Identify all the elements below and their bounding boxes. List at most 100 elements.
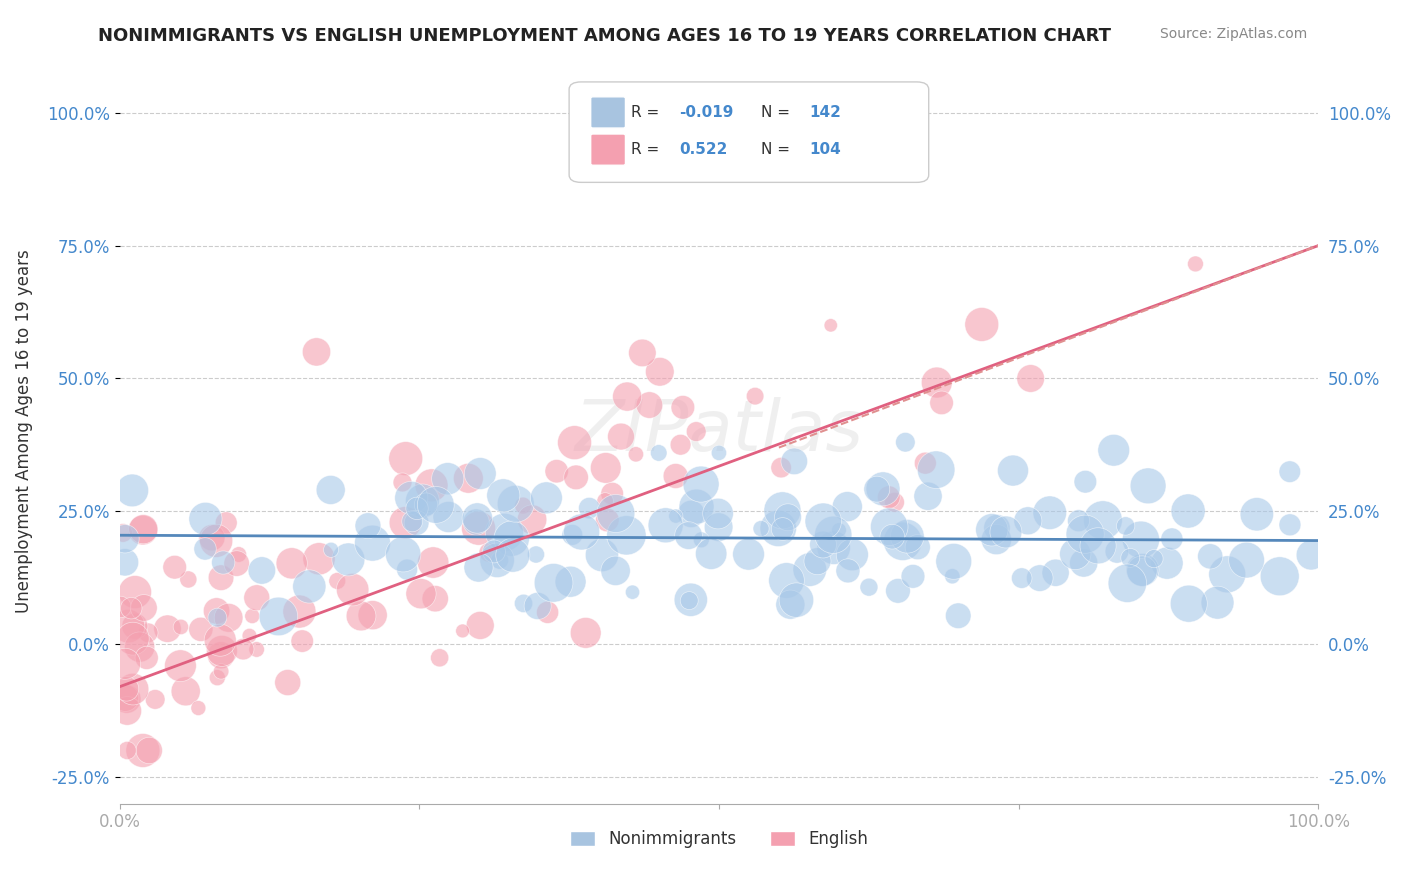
Point bbox=[250, 564, 273, 578]
Point bbox=[690, 477, 713, 491]
Point bbox=[467, 560, 489, 574]
Point bbox=[177, 573, 200, 587]
Text: -0.019: -0.019 bbox=[679, 105, 734, 120]
Point bbox=[194, 541, 217, 556]
Point bbox=[342, 582, 364, 597]
Point bbox=[337, 552, 360, 566]
Point bbox=[132, 522, 155, 536]
Point bbox=[593, 494, 616, 508]
Point bbox=[1161, 532, 1184, 546]
Point bbox=[776, 510, 799, 524]
Point bbox=[288, 605, 311, 619]
Point bbox=[1143, 551, 1166, 566]
Text: 142: 142 bbox=[808, 105, 841, 120]
Point bbox=[770, 460, 793, 475]
Point bbox=[114, 690, 136, 705]
Point bbox=[451, 624, 474, 638]
Point bbox=[685, 425, 707, 439]
Point bbox=[232, 642, 254, 657]
Point bbox=[837, 500, 859, 514]
Point bbox=[1137, 479, 1160, 493]
Point bbox=[672, 401, 695, 415]
Point bbox=[1039, 506, 1062, 520]
Point bbox=[425, 591, 447, 606]
Point bbox=[228, 548, 250, 562]
Point bbox=[115, 681, 138, 696]
Point bbox=[858, 580, 880, 594]
Point bbox=[512, 596, 534, 610]
Point bbox=[465, 515, 488, 529]
Point bbox=[823, 528, 845, 542]
Point bbox=[163, 560, 186, 574]
Point bbox=[986, 521, 1008, 535]
Point bbox=[114, 532, 136, 546]
Point bbox=[605, 507, 627, 521]
Point bbox=[394, 516, 416, 530]
Point bbox=[492, 488, 515, 502]
Point bbox=[624, 447, 647, 461]
Point bbox=[170, 620, 193, 634]
Point bbox=[209, 571, 232, 585]
Point bbox=[486, 553, 509, 567]
Point bbox=[596, 513, 619, 527]
Point bbox=[872, 482, 894, 496]
Point bbox=[560, 574, 582, 589]
Point bbox=[887, 583, 910, 598]
Point bbox=[240, 609, 263, 624]
Point bbox=[392, 547, 415, 561]
Point bbox=[877, 490, 900, 504]
Point bbox=[1236, 553, 1258, 567]
Point bbox=[917, 489, 939, 503]
Point bbox=[638, 398, 661, 412]
Point bbox=[205, 604, 228, 618]
Point bbox=[298, 579, 321, 593]
Point bbox=[194, 512, 217, 526]
Point bbox=[505, 497, 527, 511]
Point bbox=[785, 593, 807, 607]
FancyBboxPatch shape bbox=[591, 97, 626, 128]
Point bbox=[215, 516, 238, 530]
Point bbox=[326, 574, 349, 588]
Point bbox=[575, 625, 598, 640]
Point bbox=[891, 534, 914, 549]
Point bbox=[610, 429, 633, 443]
Text: N =: N = bbox=[761, 142, 794, 157]
Point bbox=[128, 640, 150, 654]
Point bbox=[600, 486, 623, 500]
Text: Source: ZipAtlas.com: Source: ZipAtlas.com bbox=[1160, 27, 1308, 41]
Point bbox=[1064, 547, 1087, 561]
Point bbox=[536, 605, 558, 619]
Point bbox=[1105, 544, 1128, 558]
Point bbox=[211, 644, 233, 658]
Point bbox=[828, 523, 851, 537]
Text: ZIPatlas: ZIPatlas bbox=[575, 397, 863, 467]
Point bbox=[115, 704, 138, 718]
Point bbox=[1067, 514, 1090, 528]
Point bbox=[319, 542, 342, 557]
Point bbox=[406, 501, 429, 516]
Point bbox=[280, 557, 302, 571]
Text: N =: N = bbox=[761, 105, 794, 120]
Point bbox=[120, 601, 142, 615]
Point bbox=[494, 525, 516, 540]
Point bbox=[1278, 517, 1301, 532]
Point bbox=[415, 498, 437, 512]
Point bbox=[1246, 508, 1268, 522]
Point bbox=[411, 494, 433, 508]
Point bbox=[931, 396, 953, 410]
Point bbox=[1001, 464, 1024, 478]
Point bbox=[770, 503, 793, 517]
Point bbox=[420, 478, 443, 492]
Point bbox=[117, 619, 139, 633]
Point bbox=[837, 564, 859, 578]
Point bbox=[425, 498, 447, 512]
Point bbox=[894, 435, 917, 450]
Point bbox=[218, 611, 240, 625]
Point bbox=[823, 541, 845, 555]
Point bbox=[187, 701, 209, 715]
Point bbox=[546, 464, 568, 478]
Point bbox=[648, 365, 671, 379]
Point bbox=[156, 622, 179, 636]
Point bbox=[209, 665, 232, 679]
Point bbox=[1119, 550, 1142, 565]
